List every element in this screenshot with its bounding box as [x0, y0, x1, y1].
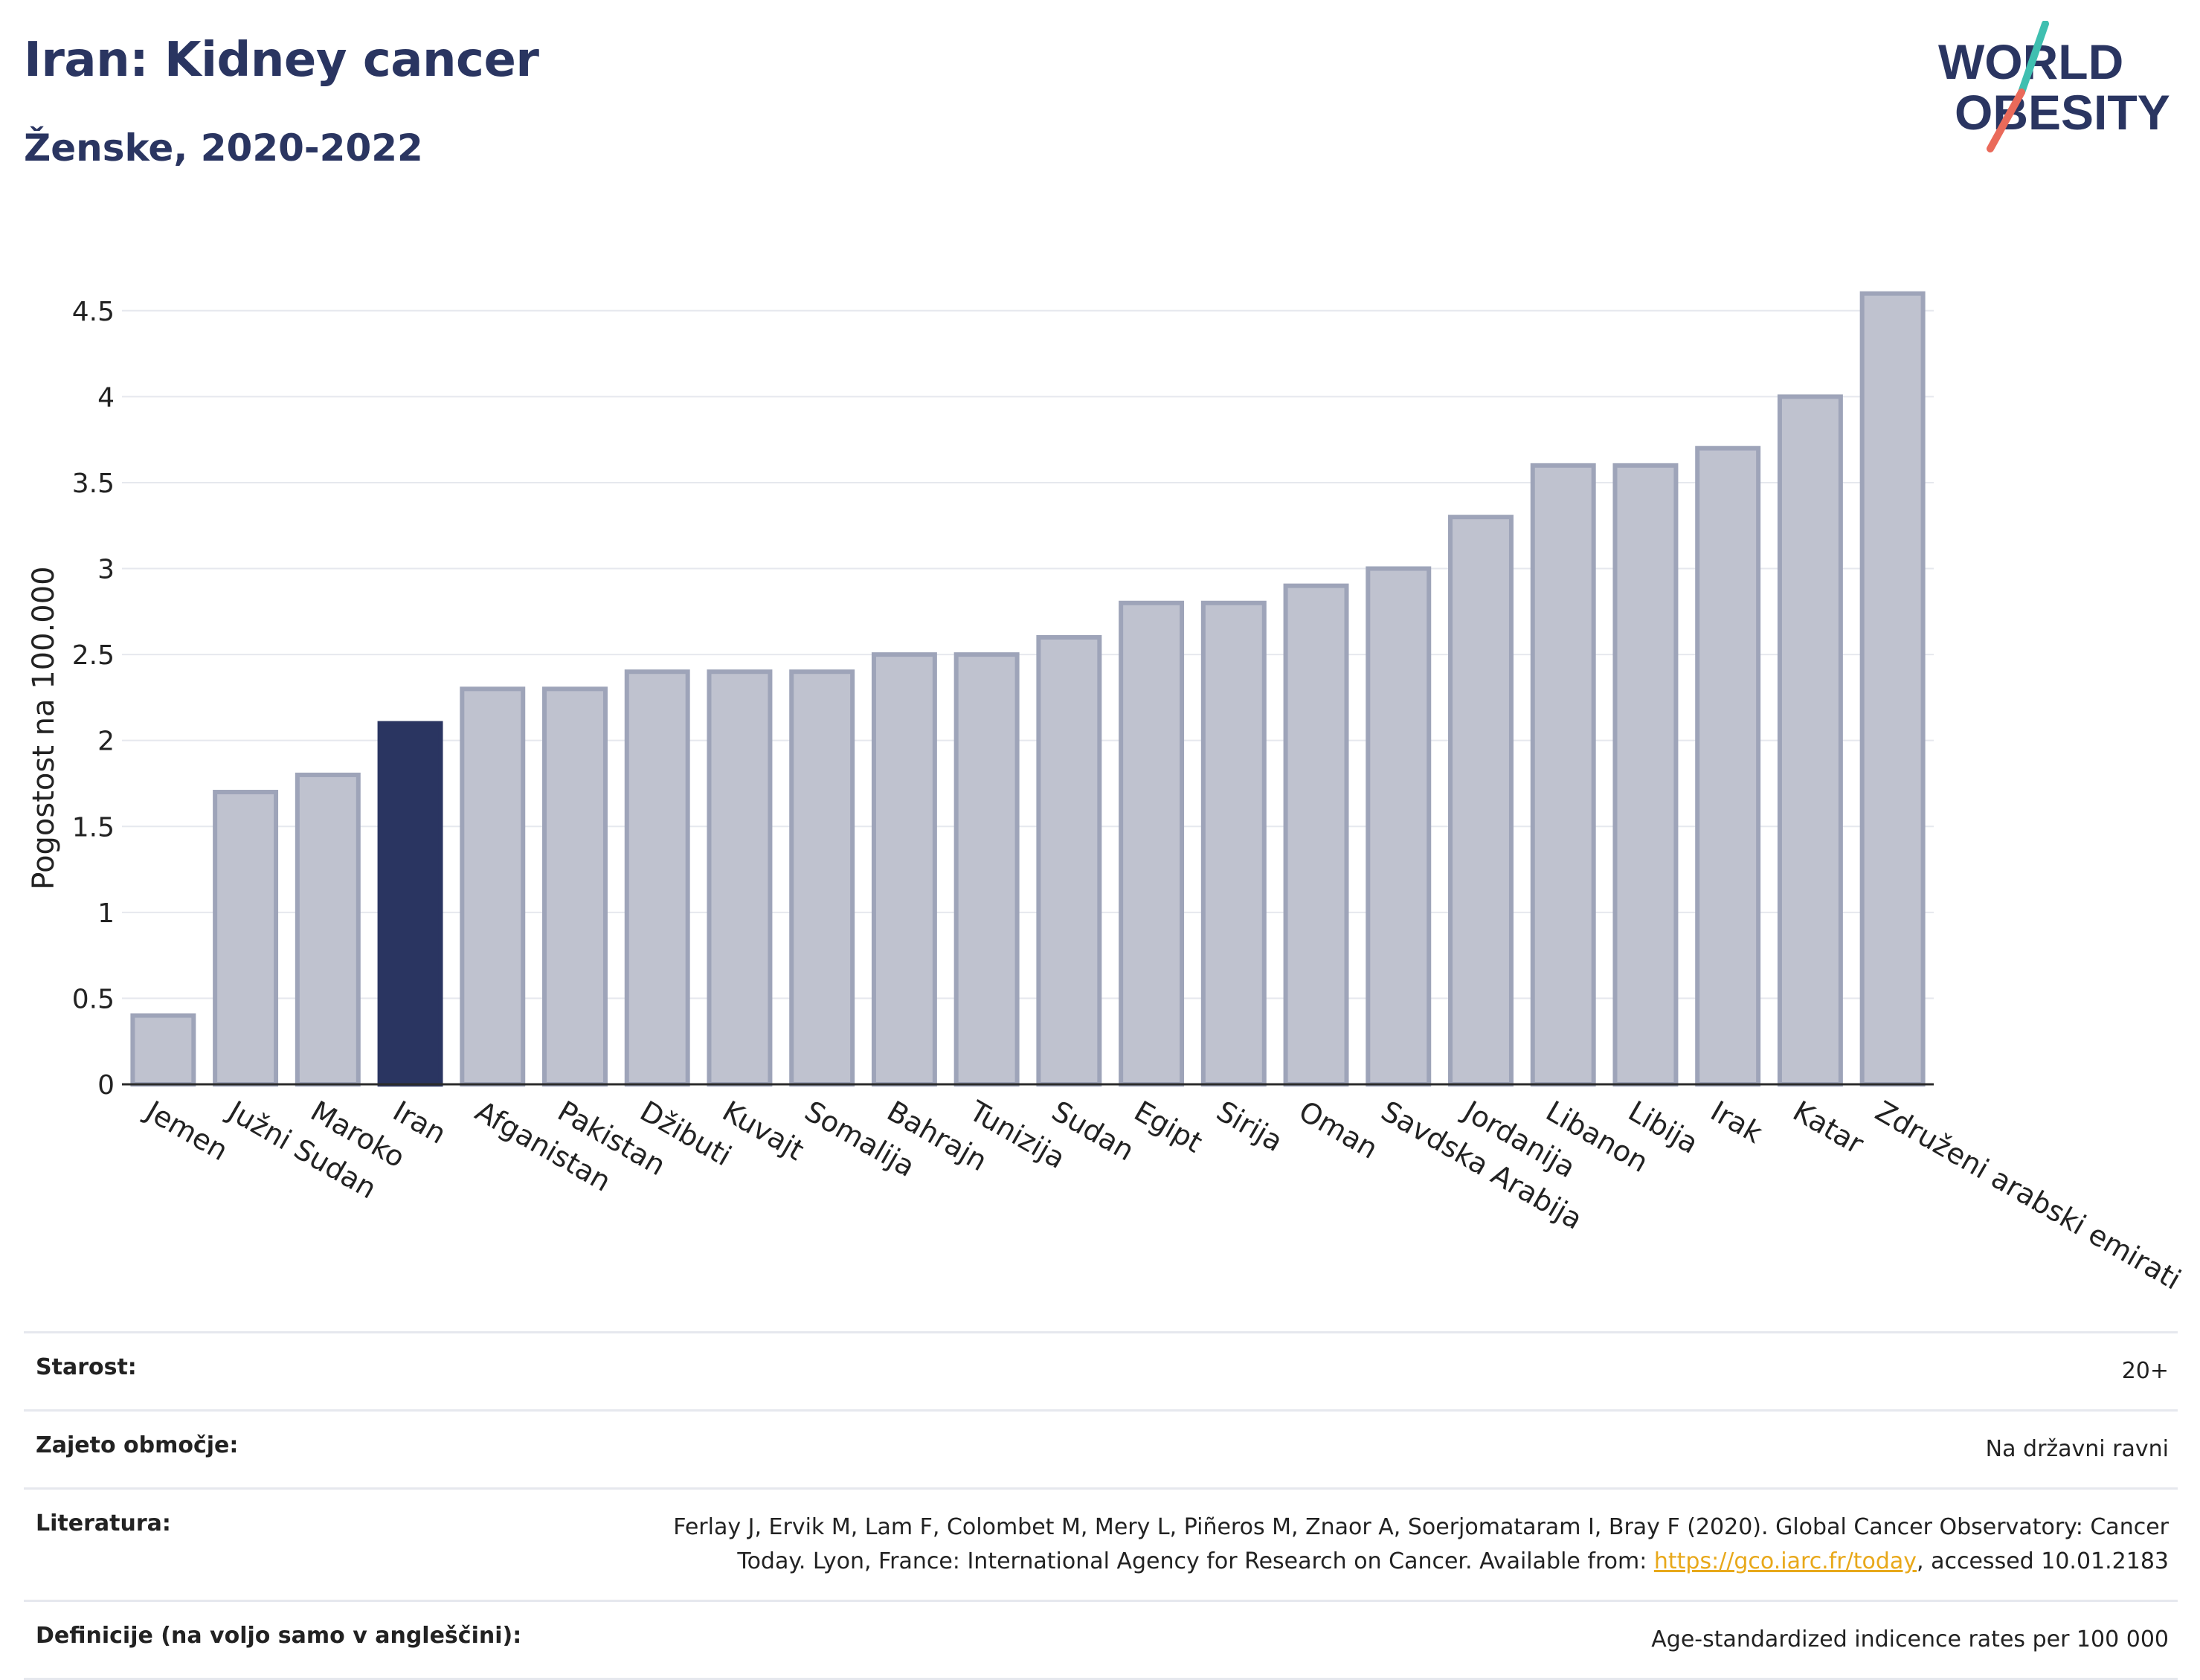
- bars: [130, 291, 1926, 1087]
- logo-slash-teal: [2018, 21, 2049, 96]
- info-value-definitions: Age-standardized indicence rates per 100…: [1651, 1626, 2169, 1652]
- y-tick-label: 1.5: [72, 812, 115, 843]
- info-value-age: 20+: [2121, 1358, 2169, 1384]
- bar: [130, 1013, 196, 1087]
- logo-text-line2: OBESITY: [1955, 85, 2170, 140]
- bar: [542, 686, 608, 1087]
- x-tick-label: Jemen: [139, 1094, 234, 1168]
- bar: [1612, 463, 1679, 1087]
- bar: [707, 669, 773, 1087]
- y-tick-label: 4: [97, 382, 115, 413]
- bar: [624, 669, 690, 1087]
- bar: [1530, 463, 1596, 1087]
- bar: [1036, 634, 1102, 1087]
- reference-text-line2: Today. Lyon, France: International Agenc…: [737, 1548, 1654, 1574]
- bar: [1777, 394, 1843, 1087]
- x-tick-label: Egipt: [1129, 1095, 1209, 1159]
- bar: [1695, 445, 1761, 1087]
- bar: [1119, 600, 1185, 1087]
- bar: [1859, 291, 1926, 1087]
- info-value-references: Ferlay J, Ervik M, Lam F, Colombet M, Me…: [673, 1510, 2169, 1579]
- bar: [460, 686, 526, 1087]
- bar: [953, 652, 1020, 1087]
- y-tick-label: 4.5: [72, 297, 115, 327]
- chart-subtitle: Ženske, 2020-2022: [24, 126, 423, 170]
- y-tick-label: 2.5: [72, 640, 115, 671]
- info-row-age: Starost: 20+: [24, 1331, 2178, 1409]
- y-tick-label: 3: [97, 555, 115, 585]
- info-table: Starost: 20+ Zajeto območje: Na državni …: [24, 1331, 2178, 1680]
- x-tick-label: Oman: [1293, 1095, 1383, 1165]
- info-label-age: Starost:: [36, 1354, 137, 1380]
- x-tick-label: Irak: [1705, 1095, 1768, 1150]
- y-axis-ticks: 0 0.5 1 1.5 2 2.5 3 3.5 4 4.5: [72, 297, 115, 1101]
- bar: [1200, 600, 1267, 1087]
- info-label-definitions: Definicije (na voljo samo v angleščini):: [36, 1623, 522, 1649]
- y-tick-label: 1: [97, 898, 115, 929]
- bar: [1366, 566, 1432, 1087]
- world-obesity-logo: WORLD OBESITY: [1938, 21, 2170, 152]
- bar: [789, 669, 855, 1087]
- x-tick-label: Kuvajt: [717, 1095, 809, 1167]
- y-tick-label: 0: [97, 1070, 115, 1101]
- info-row-coverage: Zajeto območje: Na državni ravni: [24, 1409, 2178, 1487]
- logo-slash-coral: [1987, 88, 2025, 152]
- bar: [871, 652, 937, 1087]
- y-tick-label: 2: [97, 727, 115, 757]
- x-tick-label: Združeni arabski emirati: [1870, 1095, 2187, 1296]
- info-label-coverage: Zajeto območje:: [36, 1432, 239, 1458]
- bar: [213, 790, 279, 1087]
- bar: [1448, 515, 1514, 1087]
- x-tick-label: Sirija: [1211, 1095, 1288, 1158]
- bar: [295, 772, 361, 1087]
- x-tick-label: Katar: [1787, 1095, 1869, 1161]
- info-row-references: Literatura: Ferlay J, Ervik M, Lam F, Co…: [24, 1487, 2178, 1600]
- reference-link[interactable]: https://gco.iarc.fr/today: [1653, 1548, 1917, 1574]
- reference-text-line1: Ferlay J, Ervik M, Lam F, Colombet M, Me…: [673, 1514, 2169, 1540]
- y-tick-label: 0.5: [72, 984, 115, 1014]
- y-axis-title: Pogostost na 100.000: [27, 566, 61, 889]
- info-row-definitions: Definicije (na voljo samo v angleščini):…: [24, 1600, 2178, 1680]
- info-label-references: Literatura:: [36, 1510, 171, 1536]
- bar: [1283, 583, 1349, 1087]
- reference-text-accessed: , accessed 10.01.2183: [1917, 1548, 2169, 1574]
- chart-title: Iran: Kidney cancer: [24, 33, 539, 88]
- y-tick-label: 3.5: [72, 469, 115, 499]
- info-value-coverage: Na državni ravni: [1985, 1436, 2169, 1462]
- bar: [377, 721, 443, 1087]
